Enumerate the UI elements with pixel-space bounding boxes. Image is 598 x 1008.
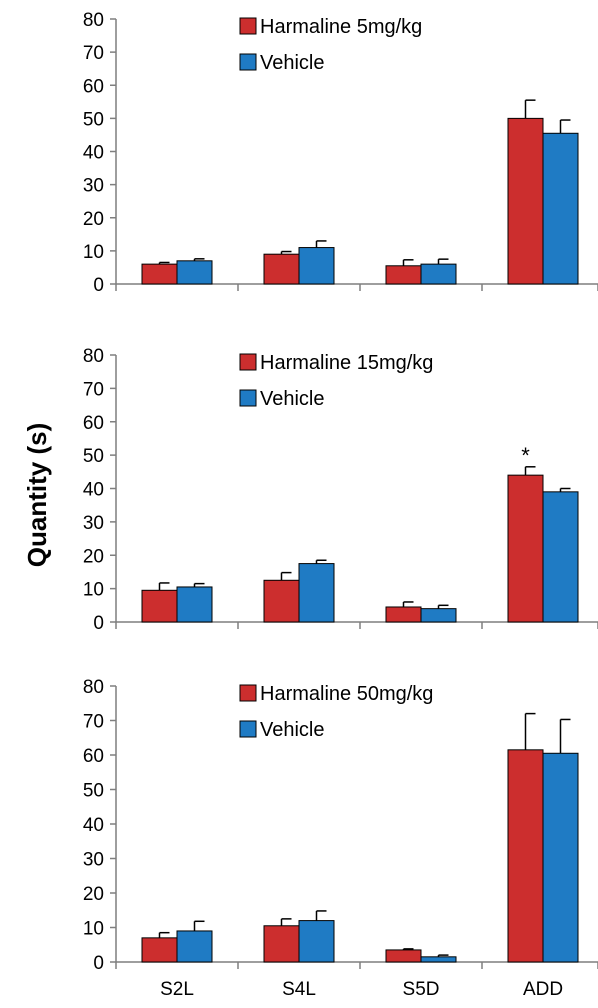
- panel-3-legend-label-vehicle: Vehicle: [260, 719, 325, 741]
- panel-1-bar-harmaline-add: [507, 117, 544, 285]
- panel-3-bar-harmaline-add: [507, 749, 544, 963]
- panel-3-legend-swatch-vehicle: [239, 720, 257, 738]
- panel-2-bar-vehicle-s2l: [176, 586, 213, 623]
- panel-2-y-tick-label: 10: [83, 580, 104, 601]
- panel-3-y-tick-label: 60: [83, 746, 104, 767]
- panel-2-legend-swatch-vehicle: [239, 389, 257, 407]
- panel-1-y-tick-label: 60: [83, 76, 104, 97]
- panel-3-x-tick-label-add: ADD: [523, 979, 563, 1000]
- panel-2-y-tick-label: 30: [83, 513, 104, 534]
- panel-2-significance-marker: *: [521, 443, 530, 468]
- panel-2-y-tick-label: 50: [83, 446, 104, 467]
- panel-3-bar-vehicle-s2l: [176, 930, 213, 963]
- panel-3-x-tick-label-s5d: S5D: [403, 979, 440, 1000]
- panel-2-bar-vehicle-add: [542, 491, 579, 623]
- panel-1-bar-harmaline-s2l: [141, 263, 178, 285]
- panel-3-y-tick-label: 70: [83, 712, 104, 733]
- panel-3-x-tick-label-s4l: S4L: [282, 979, 316, 1000]
- panel-3-y-tick-label: 40: [83, 815, 104, 836]
- panel-3-bar-harmaline-s5d: [385, 949, 422, 963]
- panel-1-legend-swatch-vehicle: [239, 53, 257, 71]
- panel-3-bar-vehicle-s4l: [298, 920, 335, 963]
- y-axis-label: Quantity (s): [22, 423, 52, 567]
- panel-1-legend-label-vehicle: Vehicle: [260, 52, 325, 74]
- panel-3-bar-harmaline-s2l: [141, 937, 178, 963]
- panel-2-legend-swatch-harmaline: [239, 353, 257, 371]
- panel-1-bar-vehicle-add: [542, 132, 579, 285]
- panel-1-y-tick-label: 80: [83, 10, 104, 31]
- panel-2-y-tick-label: 60: [83, 413, 104, 434]
- panel-3-bar-vehicle-s5d: [420, 956, 457, 963]
- panel-1-y-tick-label: 20: [83, 209, 104, 230]
- panel-2-bar-harmaline-s4l: [263, 579, 300, 623]
- panel-1-legend-label-harmaline: Harmaline 5mg/kg: [260, 16, 422, 38]
- panel-2-legend-label-harmaline: Harmaline 15mg/kg: [260, 352, 433, 374]
- panel-2-y-tick-label: 40: [83, 480, 104, 501]
- panel-3-y-tick-label: 50: [83, 781, 104, 802]
- panel-1-y-tick-label: 10: [83, 242, 104, 263]
- panel-3-bar-vehicle-add: [542, 752, 579, 963]
- panel-1-y-tick-label: 0: [93, 275, 104, 296]
- panel-3-legend-label-harmaline: Harmaline 50mg/kg: [260, 683, 433, 705]
- panel-3-legend-swatch-harmaline: [239, 684, 257, 702]
- panel-2-bar-harmaline-s2l: [141, 589, 178, 623]
- panel-1-y-tick-label: 30: [83, 176, 104, 197]
- panel-3-y-tick-label: 30: [83, 850, 104, 871]
- panel-1-y-tick-label: 70: [83, 43, 104, 64]
- panel-1-y-tick-label: 40: [83, 143, 104, 164]
- panel-2-y-tick-label: 80: [83, 346, 104, 367]
- panel-1-legend-swatch-harmaline: [239, 17, 257, 35]
- panel-3-y-tick-label: 10: [83, 919, 104, 940]
- panel-2-y-tick-label: 70: [83, 379, 104, 400]
- panel-3-y-tick-label: 0: [93, 953, 104, 974]
- panel-2-bar-vehicle-s5d: [420, 608, 457, 623]
- panel-1-bar-harmaline-s5d: [385, 265, 422, 285]
- panel-1-bar-harmaline-s4l: [263, 253, 300, 285]
- panel-3-bar-harmaline-s4l: [263, 925, 300, 963]
- panel-2-y-tick-label: 20: [83, 546, 104, 567]
- panel-2-legend-label-vehicle: Vehicle: [260, 388, 325, 410]
- panel-2-bar-vehicle-s4l: [298, 563, 335, 623]
- panel-1-bar-vehicle-s2l: [176, 260, 213, 285]
- panel-3-x-tick-label-s2l: S2L: [160, 979, 194, 1000]
- panel-2-bar-harmaline-add: [507, 474, 544, 623]
- panel-1-bar-vehicle-s5d: [420, 263, 457, 285]
- panel-3-y-tick-label: 20: [83, 884, 104, 905]
- panel-2-bar-harmaline-s5d: [385, 606, 422, 623]
- panel-1-bar-vehicle-s4l: [298, 247, 335, 285]
- panel-2-y-tick-label: 0: [93, 613, 104, 634]
- panel-3-y-tick-label: 80: [83, 677, 104, 698]
- panel-1-y-tick-label: 50: [83, 109, 104, 130]
